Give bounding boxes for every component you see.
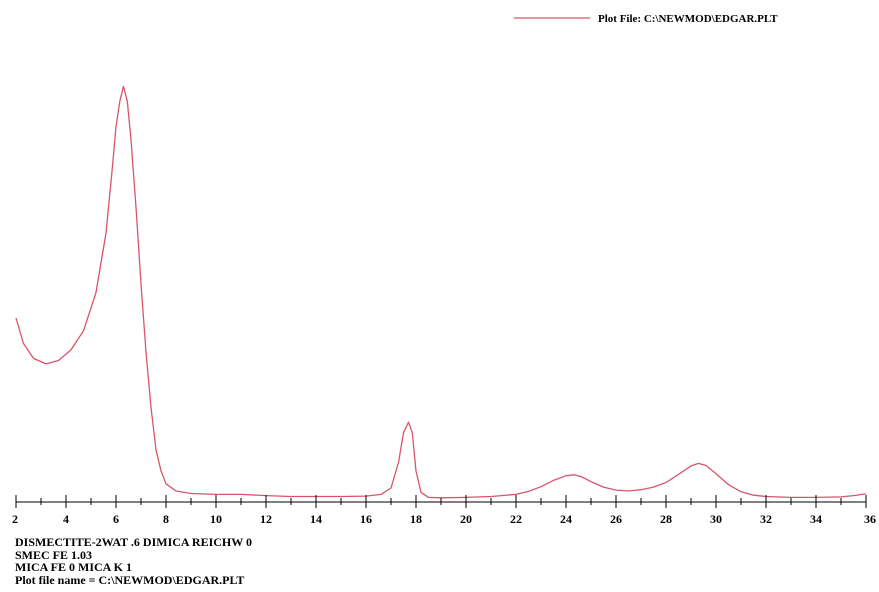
x-tick-label: 24	[560, 512, 572, 526]
legend: Plot File: C:\NEWMOD\EDGAR.PLT	[514, 13, 778, 25]
plot-area	[15, 85, 867, 499]
x-tick-label: 8	[163, 512, 169, 526]
x-tick-label: 14	[310, 512, 322, 526]
x-tick-label: 16	[360, 512, 372, 526]
series-line-0	[15, 85, 867, 499]
x-tick-label: 10	[210, 512, 222, 526]
x-tick-label: 26	[610, 512, 622, 526]
x-tick-label: 34	[810, 512, 822, 526]
note-line-mica: MICA FE 0 MICA K 1	[15, 560, 132, 574]
x-tick-label: 2	[12, 512, 18, 526]
x-tick-label: 30	[710, 512, 722, 526]
note-line-plot-file: Plot file name = C:\NEWMOD\EDGAR.PLT	[15, 572, 245, 587]
x-tick-label: 22	[510, 512, 522, 526]
plot-notes: DISMECTITE-2WAT .6 DIMICA REICHW 0 SMEC …	[15, 536, 252, 586]
x-tick-label: 20	[460, 512, 472, 526]
x-axis: 2 4 6 8 10 12 14 16 18 20 22 24 26 28 30 32 34 36	[12, 495, 876, 526]
x-tick-label: 12	[260, 512, 272, 526]
x-tick-label: 36	[864, 512, 876, 526]
note-line-composition: DISMECTITE-2WAT .6 DIMICA REICHW 0	[15, 535, 253, 549]
x-tick-label: 32	[760, 512, 772, 526]
x-tick-label: 28	[660, 512, 672, 526]
x-tick-label: 4	[63, 512, 69, 526]
note-line-smectite: SMEC FE 1.03	[15, 547, 93, 562]
legend-label: Plot File: C:\NEWMOD\EDGAR.PLT	[598, 13, 778, 25]
x-tick-label: 18	[410, 512, 422, 526]
x-tick-label: 6	[113, 512, 119, 526]
